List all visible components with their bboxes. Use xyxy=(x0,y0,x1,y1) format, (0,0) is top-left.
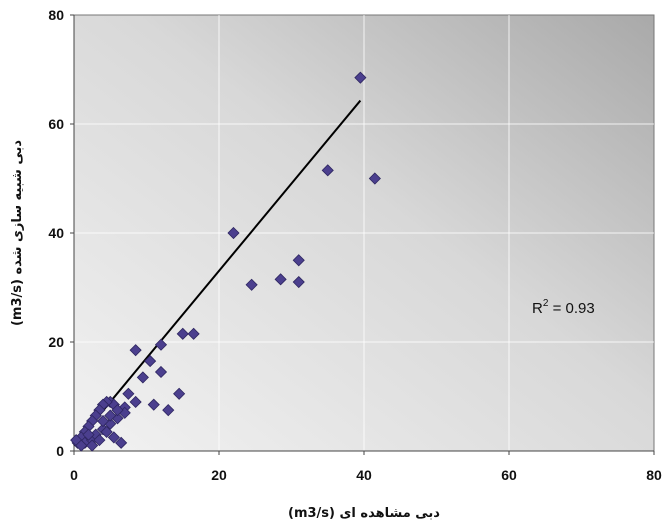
data-points xyxy=(70,71,381,452)
y-tick-label: 20 xyxy=(48,334,64,350)
data-point xyxy=(86,439,99,452)
data-point xyxy=(82,428,95,441)
trendline-group xyxy=(73,99,362,447)
data-point xyxy=(154,338,168,351)
data-point xyxy=(245,278,258,291)
data-point xyxy=(176,327,189,340)
data-point xyxy=(93,434,106,447)
r2-base: R xyxy=(532,300,543,317)
trendline xyxy=(73,99,362,447)
x-tick-labels: 0 20 40 60 80 xyxy=(70,451,662,483)
data-point xyxy=(122,387,135,400)
data-point xyxy=(75,439,88,452)
data-point xyxy=(104,409,117,422)
data-point xyxy=(96,414,110,428)
data-point xyxy=(111,404,124,417)
data-point xyxy=(129,344,142,357)
data-point xyxy=(321,164,334,177)
data-point xyxy=(227,226,240,240)
data-point xyxy=(274,273,287,286)
data-point xyxy=(100,425,113,438)
x-tick-label: 20 xyxy=(211,467,227,483)
data-point xyxy=(154,365,168,379)
y-tick-label: 60 xyxy=(48,116,64,132)
x-tick-label: 40 xyxy=(356,467,372,483)
x-tick-label: 0 xyxy=(70,467,78,483)
r2-value: = 0.93 xyxy=(548,300,594,317)
data-point xyxy=(115,436,128,449)
data-point xyxy=(147,398,160,411)
data-point xyxy=(107,431,120,444)
data-point xyxy=(162,404,175,417)
x-axis-title: دبی مشاهده ای (m3/s) xyxy=(288,506,440,521)
r2-exponent: 2 xyxy=(543,298,549,309)
data-point xyxy=(187,327,200,340)
data-point xyxy=(129,395,142,409)
y-axis-title: دبی شبیه سازی شده (m3/s) xyxy=(10,140,25,326)
data-point xyxy=(292,254,305,267)
data-point xyxy=(144,355,157,368)
data-point xyxy=(136,371,149,384)
x-tick-label: 80 xyxy=(646,467,662,483)
data-point xyxy=(173,387,186,400)
y-tick-labels: 0 20 40 60 80 xyxy=(48,7,74,459)
gridlines xyxy=(74,15,654,451)
data-point xyxy=(292,275,305,289)
data-point xyxy=(368,172,381,185)
data-point xyxy=(354,71,367,84)
x-tick-label: 60 xyxy=(501,467,517,483)
y-tick-label: 80 xyxy=(48,7,64,23)
y-tick-label: 40 xyxy=(48,225,64,241)
r2-annotation: R2 = 0.93 xyxy=(532,298,595,317)
y-tick-label: 0 xyxy=(56,443,64,459)
